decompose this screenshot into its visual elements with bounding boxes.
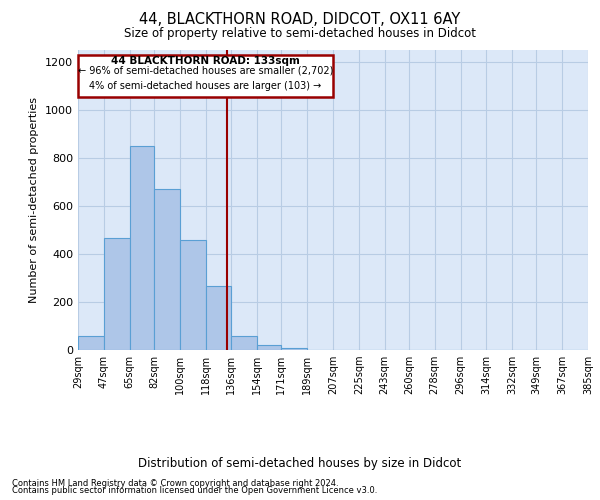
Bar	[257, 345, 281, 350]
Text: 4% of semi-detached houses are larger (103) →: 4% of semi-detached houses are larger (1…	[89, 81, 322, 91]
Text: Contains public sector information licensed under the Open Government Licence v3: Contains public sector information licen…	[12, 486, 377, 495]
Text: Distribution of semi-detached houses by size in Didcot: Distribution of semi-detached houses by …	[139, 458, 461, 470]
Text: 44 BLACKTHORN ROAD: 133sqm: 44 BLACKTHORN ROAD: 133sqm	[111, 56, 300, 66]
Bar	[78, 336, 104, 350]
Bar	[154, 189, 180, 350]
Bar	[104, 238, 130, 350]
FancyBboxPatch shape	[78, 55, 333, 97]
Bar	[180, 240, 206, 350]
Bar	[205, 286, 231, 350]
Bar	[130, 146, 154, 350]
Text: Contains HM Land Registry data © Crown copyright and database right 2024.: Contains HM Land Registry data © Crown c…	[12, 478, 338, 488]
Text: Size of property relative to semi-detached houses in Didcot: Size of property relative to semi-detach…	[124, 28, 476, 40]
Y-axis label: Number of semi-detached properties: Number of semi-detached properties	[29, 97, 40, 303]
Bar	[281, 348, 307, 350]
Text: 44, BLACKTHORN ROAD, DIDCOT, OX11 6AY: 44, BLACKTHORN ROAD, DIDCOT, OX11 6AY	[139, 12, 461, 28]
Text: ← 96% of semi-detached houses are smaller (2,702): ← 96% of semi-detached houses are smalle…	[78, 66, 333, 76]
Bar	[231, 336, 257, 350]
